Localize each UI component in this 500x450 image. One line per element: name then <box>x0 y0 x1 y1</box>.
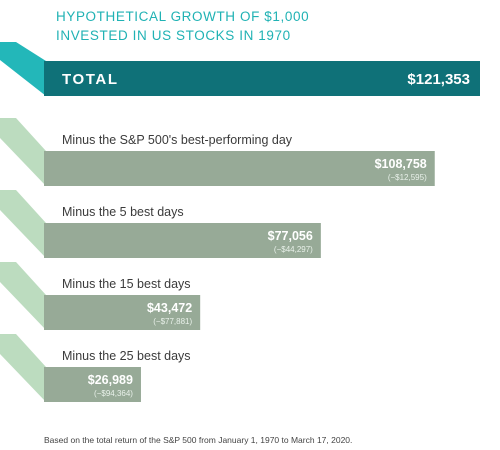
row-tab <box>0 190 46 258</box>
bar-value-label: $77,056 <box>268 229 313 243</box>
row-label: Minus the 5 best days <box>62 205 184 219</box>
footnote: Based on the total return of the S&P 500… <box>44 435 352 445</box>
total-bar <box>44 61 480 96</box>
row-tab <box>0 118 46 186</box>
total-bar-tab <box>0 42 46 96</box>
row-label: Minus the S&P 500's best-performing day <box>62 133 293 147</box>
bar-value-label: $108,758 <box>375 157 427 171</box>
row-tab <box>0 262 46 330</box>
row-label: Minus the 15 best days <box>62 277 191 291</box>
row-tab <box>0 334 46 402</box>
total-label: TOTAL <box>62 71 119 88</box>
row-label: Minus the 25 best days <box>62 349 191 363</box>
bar-value-label: $43,472 <box>147 301 192 315</box>
total-bar-group: TOTAL $121,353 <box>0 42 480 96</box>
total-value-label: $121,353 <box>407 71 470 88</box>
data-bar <box>44 151 435 186</box>
bar-difference-label: (−$44,297) <box>274 245 313 254</box>
bar-difference-label: (−$12,595) <box>388 173 427 182</box>
data-bar <box>44 223 321 258</box>
bar-difference-label: (−$77,881) <box>153 317 192 326</box>
bar-value-label: $26,989 <box>88 373 133 387</box>
headline-line-2: INVESTED IN US STOCKS IN 1970 <box>56 28 291 43</box>
bar-difference-label: (−$94,364) <box>94 389 133 398</box>
headline-line-1: HYPOTHETICAL GROWTH OF $1,000 <box>56 9 309 24</box>
bar-rows-group: Minus the S&P 500's best-performing day $… <box>0 118 435 402</box>
data-bar <box>44 295 201 330</box>
data-bar <box>44 367 141 402</box>
